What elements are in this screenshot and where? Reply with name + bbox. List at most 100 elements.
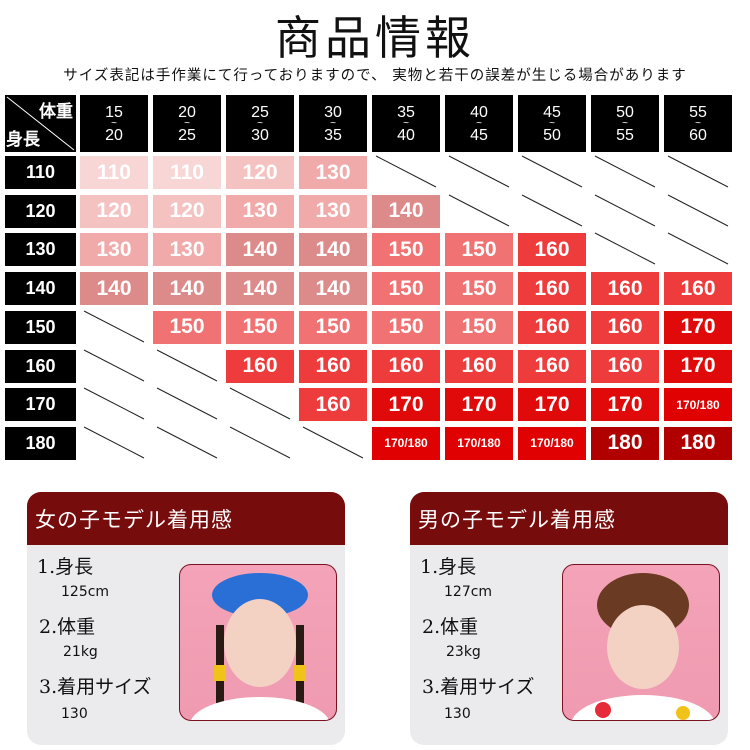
- range-from: 45: [543, 103, 561, 121]
- empty-cell: [591, 231, 659, 266]
- size-cell: 150: [299, 310, 367, 344]
- empty-cell: [518, 154, 586, 189]
- size-value: 130: [444, 706, 471, 722]
- height-row-header: 110: [5, 156, 76, 189]
- size-cell: 160: [664, 272, 732, 306]
- empty-cell: [664, 193, 732, 228]
- size-cell: 140: [299, 272, 367, 306]
- diagonal-line: [594, 155, 656, 188]
- empty-cell: [226, 425, 294, 460]
- weight-value: 21kg: [63, 644, 98, 660]
- size-cell: 160: [445, 349, 513, 383]
- boy-portrait-image: [572, 573, 714, 720]
- size-cell: 160: [299, 388, 367, 422]
- empty-cell: [153, 425, 221, 460]
- size-cell: 170/180: [372, 426, 440, 460]
- height-label: 1.身長: [420, 556, 477, 578]
- size-cell: 130: [226, 194, 294, 228]
- range-from: 55: [689, 103, 707, 121]
- page-title: 商品情報: [275, 11, 475, 65]
- diagonal-line: [375, 155, 437, 188]
- diagonal-line: [156, 349, 218, 381]
- boy-model-photo: [562, 564, 720, 721]
- range-tilde: ~: [111, 117, 117, 129]
- diagonal-line: [83, 387, 145, 420]
- size-cell: 140: [299, 233, 367, 267]
- girl-model-photo: [179, 564, 337, 721]
- diagonal-line: [521, 155, 583, 188]
- size-cell: 160: [591, 349, 659, 383]
- size-cell: 160: [372, 349, 440, 383]
- card-heading: 女の子モデル着用感: [27, 492, 345, 545]
- size-cell: 160: [591, 310, 659, 344]
- size-cell: 180: [664, 426, 732, 460]
- diagonal-line: [83, 310, 145, 343]
- size-cell: 150: [153, 310, 221, 344]
- diagonal-line: [448, 155, 510, 188]
- range-tilde: ~: [403, 117, 409, 129]
- height-row-header: 150: [5, 310, 76, 344]
- size-cell: 120: [153, 194, 221, 228]
- diagonal-line: [83, 426, 145, 459]
- size-cell: 160: [518, 349, 586, 383]
- range-tilde: ~: [695, 117, 701, 129]
- empty-cell: [299, 425, 367, 460]
- height-row-header: 160: [5, 349, 76, 383]
- range-tilde: ~: [549, 117, 555, 129]
- range-from: 15: [105, 103, 123, 121]
- size-cell: 130: [153, 233, 221, 267]
- size-cell: 130: [80, 233, 148, 267]
- range-tilde: ~: [257, 117, 263, 129]
- diagonal-line: [594, 232, 656, 265]
- diagonal-line: [302, 426, 364, 459]
- size-cell: 150: [372, 233, 440, 267]
- size-label: 3.着用サイズ: [422, 676, 535, 698]
- size-cell: 170: [372, 388, 440, 422]
- range-to: 60: [689, 126, 707, 144]
- size-cell: 160: [299, 349, 367, 383]
- diagonal-line: [521, 194, 583, 227]
- range-to: 45: [470, 126, 488, 144]
- size-cell: 170: [518, 388, 586, 422]
- weight-range-header: 55 ~60: [664, 95, 732, 152]
- corner-diagonal: [6, 96, 75, 151]
- diagonal-line: [448, 194, 510, 227]
- size-cell: 140: [153, 272, 221, 306]
- weight-label: 2.体重: [422, 616, 479, 638]
- size-cell: 140: [80, 272, 148, 306]
- empty-cell: [80, 309, 148, 344]
- height-label: 1.身長: [37, 556, 94, 578]
- empty-cell: [664, 231, 732, 266]
- diagonal-line: [156, 426, 218, 459]
- range-to: 55: [616, 126, 634, 144]
- height-row-header: 130: [5, 233, 76, 267]
- size-cell: 170/180: [664, 388, 732, 422]
- diagonal-line: [229, 426, 291, 459]
- empty-cell: [591, 193, 659, 228]
- girl-model-card: 女の子モデル着用感 1.身長 125cm 2.体重 21kg 3.着用サイズ 1…: [27, 492, 345, 745]
- range-from: 30: [324, 103, 342, 121]
- range-from: 25: [251, 103, 269, 121]
- diagonal-line: [667, 194, 729, 227]
- range-to: 40: [397, 126, 415, 144]
- size-cell: 110: [80, 156, 148, 189]
- size-cell: 150: [445, 272, 513, 306]
- empty-cell: [153, 386, 221, 421]
- size-cell: 140: [226, 272, 294, 306]
- empty-cell: [372, 154, 440, 189]
- size-cell: 160: [226, 349, 294, 383]
- size-cell: 130: [299, 194, 367, 228]
- size-cell: 150: [445, 233, 513, 267]
- weight-label: 2.体重: [39, 616, 96, 638]
- height-row-header: 170: [5, 388, 76, 422]
- size-cell: 170: [445, 388, 513, 422]
- size-cell: 150: [372, 310, 440, 344]
- weight-range-header: 20 ~25: [153, 95, 221, 152]
- size-cell: 170/180: [518, 426, 586, 460]
- size-cell: 170/180: [445, 426, 513, 460]
- diagonal-line: [667, 232, 729, 265]
- weight-range-header: 35 ~40: [372, 95, 440, 152]
- range-to: 30: [251, 126, 269, 144]
- size-label: 3.着用サイズ: [39, 676, 152, 698]
- empty-cell: [80, 425, 148, 460]
